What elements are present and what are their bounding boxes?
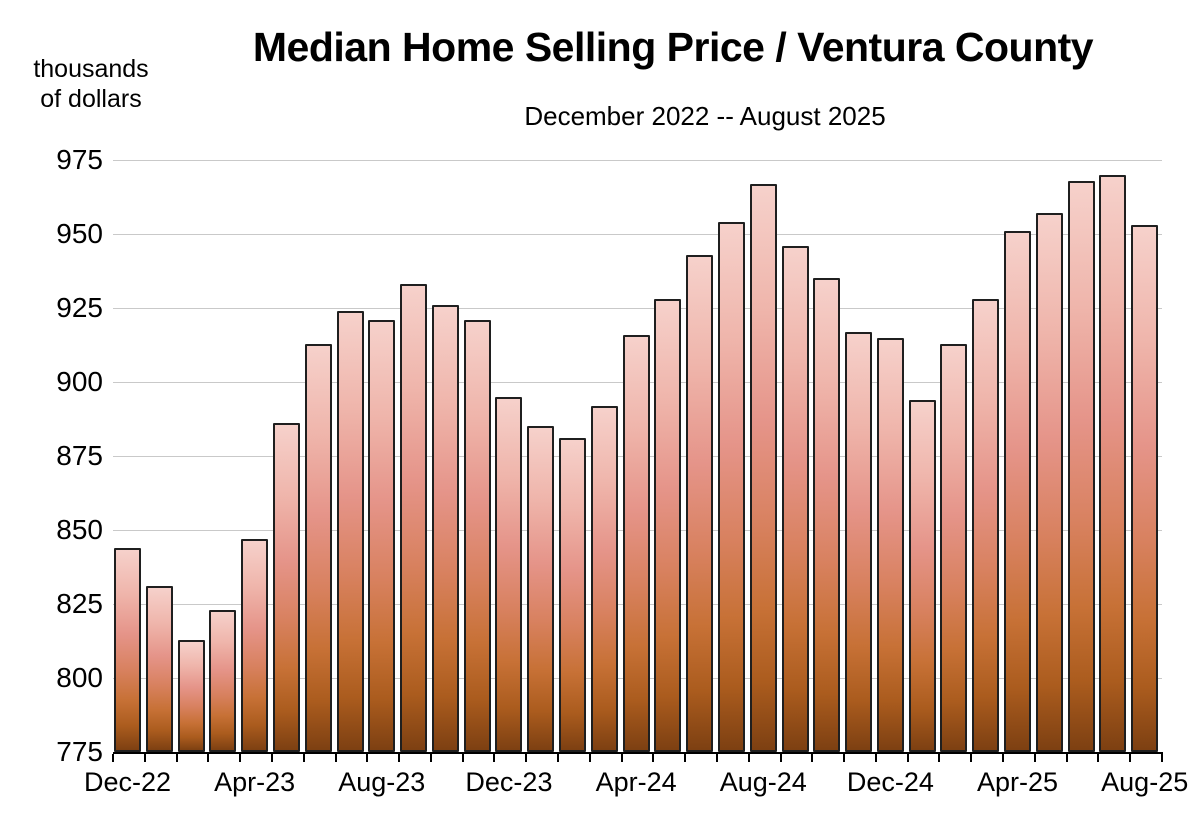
x-axis-tick bbox=[461, 754, 464, 762]
x-tick-label-apr-25: Apr-25 bbox=[977, 767, 1059, 797]
y-axis-unit-line2: of dollars bbox=[40, 85, 142, 113]
bar-feb-25 bbox=[940, 343, 968, 752]
x-axis-tick bbox=[366, 754, 369, 762]
x-axis-tick bbox=[334, 754, 337, 762]
x-axis-tick bbox=[525, 754, 528, 762]
x-axis-tick bbox=[906, 754, 909, 762]
bar-dec-22 bbox=[114, 547, 141, 752]
chart-subtitle: December 2022 -- August 2025 bbox=[524, 101, 886, 131]
bar-feb-24 bbox=[559, 438, 587, 752]
x-axis-tick bbox=[270, 754, 273, 762]
y-tick-label-875: 875 bbox=[56, 440, 103, 471]
x-axis-tick bbox=[1097, 754, 1100, 762]
x-tick-label-dec-22: Dec-22 bbox=[83, 767, 172, 797]
x-axis-tick bbox=[112, 754, 114, 762]
bar-jul-23 bbox=[336, 310, 364, 752]
bar-may-24 bbox=[654, 299, 682, 752]
x-axis-tick bbox=[874, 754, 877, 762]
bar-jul-25 bbox=[1099, 174, 1127, 752]
bar-may-23 bbox=[272, 423, 300, 752]
x-axis-tick bbox=[747, 754, 750, 762]
x-tick-label-aug-23: Aug-23 bbox=[338, 767, 426, 797]
bar-jul-24 bbox=[717, 222, 745, 752]
x-axis-tick bbox=[970, 754, 973, 762]
x-tick-label-dec-24: Dec-24 bbox=[846, 767, 934, 797]
bar-dec-24 bbox=[876, 337, 904, 752]
x-axis-tick bbox=[398, 754, 401, 762]
bar-jun-24 bbox=[686, 254, 714, 752]
bar-jun-23 bbox=[304, 343, 332, 752]
x-axis-tick bbox=[652, 754, 655, 762]
bar-oct-24 bbox=[813, 278, 841, 752]
x-axis-tick bbox=[1033, 754, 1036, 762]
y-tick-label-800: 800 bbox=[56, 662, 103, 693]
x-axis-tick bbox=[588, 754, 591, 762]
bar-mar-25 bbox=[972, 299, 1000, 752]
bar-mar-24 bbox=[590, 405, 618, 752]
bar-oct-23 bbox=[431, 305, 459, 752]
x-axis-tick bbox=[302, 754, 305, 762]
x-axis-tick bbox=[1065, 754, 1068, 762]
bar-dec-23 bbox=[495, 396, 523, 752]
x-axis-tick bbox=[1002, 754, 1005, 762]
y-axis-unit-line1: thousands bbox=[33, 55, 149, 83]
bar-sep-23 bbox=[400, 284, 428, 752]
x-axis-tick bbox=[811, 754, 814, 762]
bar-mar-23 bbox=[209, 609, 237, 752]
bar-jun-25 bbox=[1067, 180, 1095, 752]
x-axis-tick bbox=[684, 754, 687, 762]
x-tick-label-aug-25: Aug-25 bbox=[1101, 767, 1189, 797]
x-axis-tick bbox=[143, 754, 146, 762]
x-axis-tick bbox=[620, 754, 623, 762]
x-axis-tick bbox=[843, 754, 846, 762]
x-axis-tick bbox=[493, 754, 496, 762]
y-tick-label-975: 975 bbox=[56, 144, 103, 175]
bar-apr-23 bbox=[241, 538, 269, 752]
bar-apr-24 bbox=[622, 334, 650, 752]
x-tick-label-dec-23: Dec-23 bbox=[465, 767, 553, 797]
bar-may-25 bbox=[1035, 213, 1063, 752]
bar-jan-24 bbox=[527, 426, 555, 752]
x-tick-label-apr-23: Apr-23 bbox=[214, 767, 296, 797]
bar-aug-23 bbox=[368, 319, 396, 752]
y-tick-label-825: 825 bbox=[56, 588, 103, 619]
bar-jan-23 bbox=[145, 586, 173, 752]
x-axis-tick bbox=[239, 754, 242, 762]
y-tick-label-925: 925 bbox=[56, 292, 103, 323]
y-tick-label-775: 775 bbox=[56, 736, 103, 767]
x-tick-label-apr-24: Apr-24 bbox=[595, 767, 677, 797]
x-axis-tick bbox=[779, 754, 782, 762]
bar-nov-23 bbox=[463, 319, 491, 752]
y-tick-label-950: 950 bbox=[56, 218, 103, 249]
x-tick-label-aug-24: Aug-24 bbox=[719, 767, 807, 797]
x-axis-line bbox=[113, 752, 1163, 754]
x-axis-tick bbox=[429, 754, 432, 762]
y-tick-label-900: 900 bbox=[56, 366, 103, 397]
x-axis-tick bbox=[715, 754, 718, 762]
bar-aug-24 bbox=[749, 183, 777, 752]
bar-aug-25 bbox=[1131, 225, 1159, 752]
y-axis-unit-label: thousands of dollars bbox=[18, 54, 164, 114]
bar-nov-24 bbox=[845, 331, 873, 752]
x-axis-tick bbox=[938, 754, 941, 762]
bar-apr-25 bbox=[1004, 231, 1032, 752]
bar-sep-24 bbox=[781, 245, 809, 752]
x-axis-tick bbox=[1161, 754, 1163, 762]
gridline-950 bbox=[113, 233, 1162, 235]
gridline-975 bbox=[113, 159, 1162, 161]
bar-jan-25 bbox=[908, 399, 936, 752]
y-tick-label-850: 850 bbox=[56, 514, 103, 545]
chart-title: Median Home Selling Price / Ventura Coun… bbox=[252, 24, 1094, 70]
x-axis-tick bbox=[175, 754, 178, 762]
x-axis-tick bbox=[557, 754, 560, 762]
x-axis-tick bbox=[207, 754, 210, 762]
x-axis-tick bbox=[1129, 754, 1132, 762]
bar-feb-23 bbox=[177, 639, 205, 752]
gridline-925 bbox=[113, 307, 1162, 309]
